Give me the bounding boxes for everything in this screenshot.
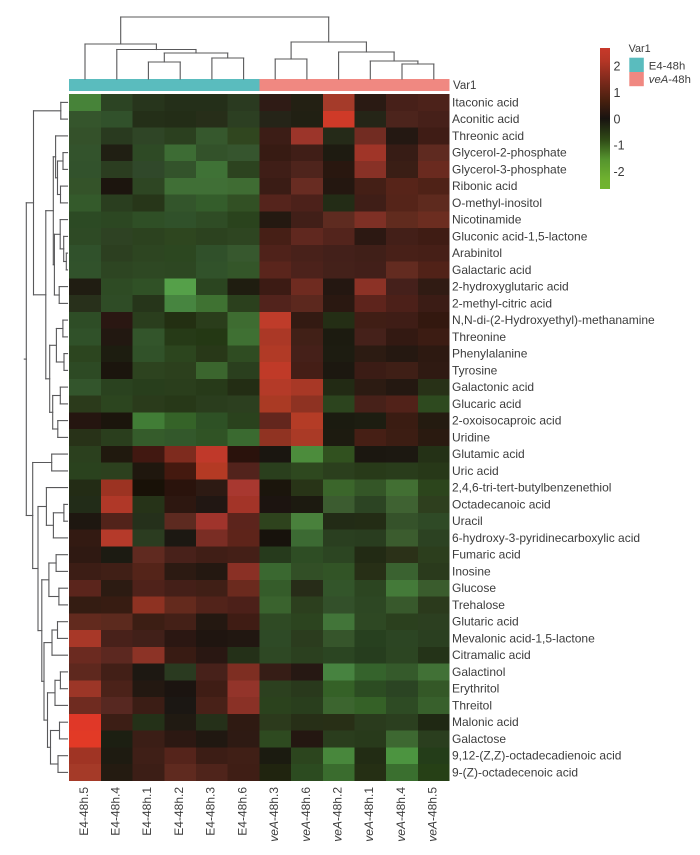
svg-text:veA-48h.3: veA-48h.3 [267, 787, 281, 842]
svg-text:E4-48h.2: E4-48h.2 [172, 787, 186, 836]
svg-text:veA-48h.2: veA-48h.2 [330, 787, 344, 842]
svg-text:2: 2 [614, 60, 621, 74]
svg-text:Mevalonic acid-1,5-lactone: Mevalonic acid-1,5-lactone [452, 631, 595, 645]
svg-text:Itaconic acid: Itaconic acid [452, 95, 519, 109]
svg-text:Nicotinamide: Nicotinamide [452, 213, 522, 227]
svg-text:Glucose: Glucose [452, 581, 496, 595]
svg-text:veA-48h.4: veA-48h.4 [394, 787, 408, 842]
svg-text:2-methyl-citric acid: 2-methyl-citric acid [452, 296, 552, 310]
svg-text:Glycerol-2-phosphate: Glycerol-2-phosphate [452, 146, 567, 160]
svg-text:-2: -2 [614, 165, 625, 179]
svg-text:Threonine: Threonine [452, 330, 506, 344]
svg-text:Uracil: Uracil [452, 514, 483, 528]
svg-text:Var1: Var1 [453, 80, 476, 92]
svg-text:6-hydroxy-3-pyridinecarboxylic: 6-hydroxy-3-pyridinecarboxylic acid [452, 531, 640, 545]
svg-text:E4-48h.5: E4-48h.5 [77, 787, 91, 836]
svg-text:Tyrosine: Tyrosine [452, 363, 498, 377]
svg-text:Galactonic acid: Galactonic acid [452, 380, 534, 394]
svg-text:0: 0 [614, 112, 621, 126]
svg-text:2-oxoisocaproic acid: 2-oxoisocaproic acid [452, 414, 561, 428]
svg-text:Galactose: Galactose [452, 732, 506, 746]
svg-text:Malonic acid: Malonic acid [452, 715, 519, 729]
svg-text:veA-48h: veA-48h [649, 74, 691, 86]
svg-text:-1: -1 [614, 139, 625, 153]
svg-text:1: 1 [614, 86, 621, 100]
svg-text:N,N-di-(2-Hydroxyethyl)-methan: N,N-di-(2-Hydroxyethyl)-methanamine [452, 313, 655, 327]
svg-text:E4-48h.6: E4-48h.6 [235, 787, 249, 836]
svg-text:Glycerol-3-phosphate: Glycerol-3-phosphate [452, 162, 567, 176]
svg-text:Var1: Var1 [629, 43, 651, 55]
svg-text:Glutamic acid: Glutamic acid [452, 447, 525, 461]
svg-text:2,4,6-tri-tert-butylbenzenethi: 2,4,6-tri-tert-butylbenzenethiol [452, 481, 611, 495]
svg-text:Ribonic acid: Ribonic acid [452, 179, 517, 193]
svg-text:9,12-(Z,Z)-octadecadienoic aci: 9,12-(Z,Z)-octadecadienoic acid [452, 749, 621, 763]
svg-text:veA-48h.1: veA-48h.1 [362, 787, 376, 842]
svg-text:Fumaric acid: Fumaric acid [452, 548, 521, 562]
svg-text:Aconitic acid: Aconitic acid [452, 112, 519, 126]
svg-text:Trehalose: Trehalose [452, 598, 505, 612]
svg-text:E4-48h: E4-48h [649, 61, 685, 73]
svg-text:veA-48h.5: veA-48h.5 [426, 787, 440, 842]
svg-text:2-hydroxyglutaric acid: 2-hydroxyglutaric acid [452, 280, 569, 294]
svg-text:Uridine: Uridine [452, 430, 490, 444]
svg-text:Phenylalanine: Phenylalanine [452, 347, 528, 361]
svg-text:Erythritol: Erythritol [452, 682, 499, 696]
svg-text:Inosine: Inosine [452, 564, 491, 578]
svg-text:Arabinitol: Arabinitol [452, 246, 502, 260]
svg-text:O-methyl-inositol: O-methyl-inositol [452, 196, 542, 210]
svg-text:9-(Z)-octadecenoic acid: 9-(Z)-octadecenoic acid [452, 765, 578, 779]
svg-text:E4-48h.3: E4-48h.3 [204, 787, 218, 836]
svg-text:Threonic acid: Threonic acid [452, 129, 524, 143]
svg-text:Galactinol: Galactinol [452, 665, 505, 679]
svg-text:E4-48h.4: E4-48h.4 [109, 787, 123, 836]
svg-text:Gluconic acid-1,5-lactone: Gluconic acid-1,5-lactone [452, 229, 588, 243]
svg-text:Octadecanoic acid: Octadecanoic acid [452, 497, 551, 511]
svg-text:E4-48h.1: E4-48h.1 [140, 787, 154, 836]
svg-text:veA-48h.6: veA-48h.6 [299, 787, 313, 842]
svg-text:Glucaric acid: Glucaric acid [452, 397, 521, 411]
svg-text:Citramalic acid: Citramalic acid [452, 648, 531, 662]
svg-text:Uric acid: Uric acid [452, 464, 499, 478]
svg-text:Threitol: Threitol [452, 698, 492, 712]
svg-text:Galactaric acid: Galactaric acid [452, 263, 531, 277]
svg-text:Glutaric acid: Glutaric acid [452, 615, 519, 629]
